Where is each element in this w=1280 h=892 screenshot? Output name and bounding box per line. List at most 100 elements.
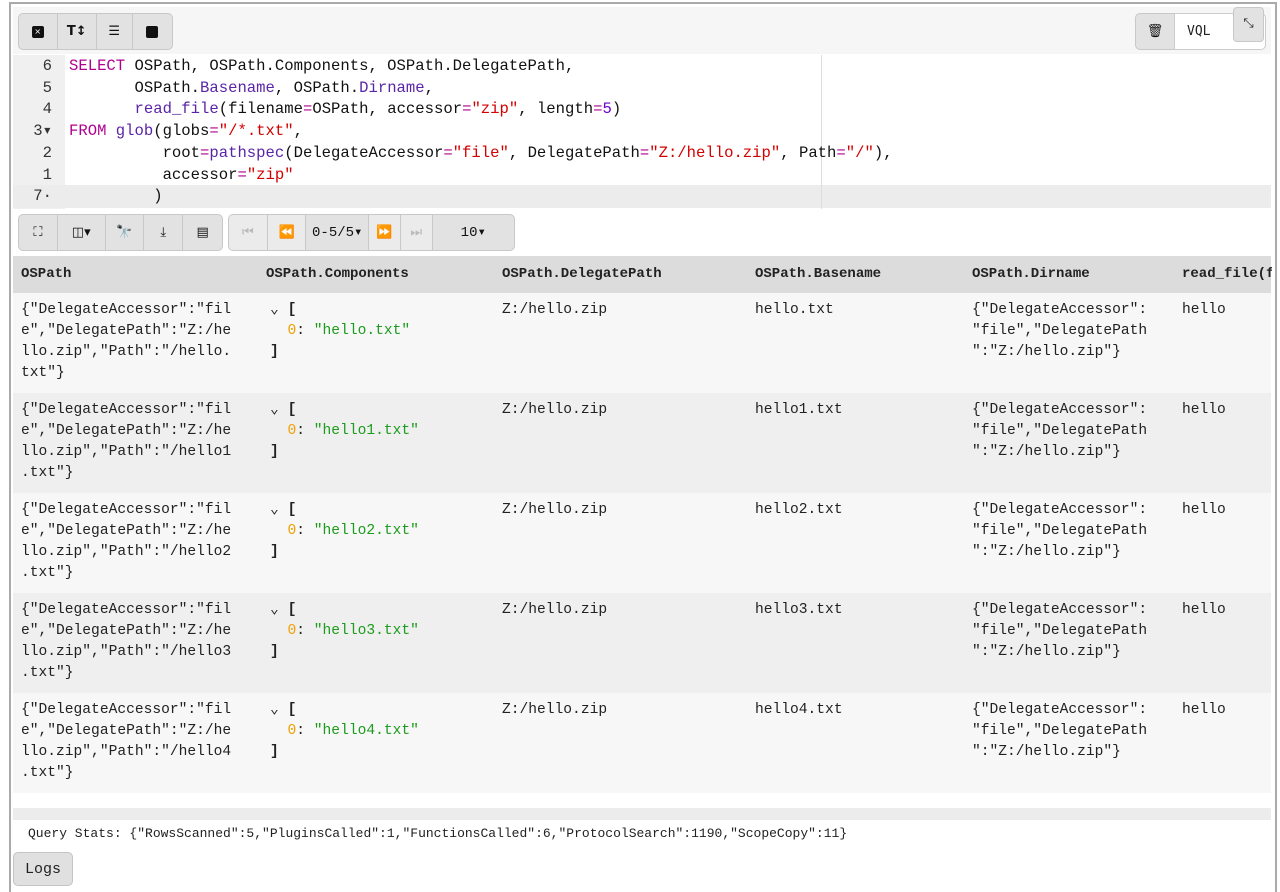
cell-components: ⌄ [ 0: "hello3.txt" ] — [270, 602, 419, 660]
cell-components: ⌄ [ 0: "hello1.txt" ] — [270, 402, 419, 460]
cell-dirname: {"DelegateAccessor": "file","DelegatePat… — [972, 602, 1148, 660]
next-page-button[interactable]: ⏩ — [369, 215, 401, 250]
line-number: 7· — [33, 187, 52, 206]
page-range: 0-5/5 — [312, 224, 355, 241]
collapse-button[interactable]: ⤡ — [1233, 7, 1264, 42]
columns-button[interactable]: ◫▾ — [58, 215, 106, 250]
csv-file-icon: ▤ — [196, 225, 209, 240]
code-line: OSPath.Basename, OSPath.Dirname, — [69, 78, 435, 97]
fullscreen-button[interactable]: ⛶ — [19, 215, 58, 250]
indent-button[interactable]: ☰ — [97, 14, 133, 49]
component-value: "hello3.txt" — [313, 623, 419, 639]
text-size-icon: T↕ — [66, 24, 87, 39]
cell-basename: hello3.txt — [755, 602, 843, 618]
column-header[interactable]: OSPath.Components — [266, 266, 409, 282]
component-value: "hello1.txt" — [313, 423, 419, 439]
collapse-chevron-icon[interactable]: ⌄ — [270, 502, 279, 518]
cell-components: ⌄ [ 0: "hello2.txt" ] — [270, 502, 419, 560]
print-margin — [821, 55, 822, 209]
cell-ospath: {"DelegateAccessor":"fil e","DelegatePat… — [21, 702, 232, 781]
column-header[interactable]: OSPath.Basename — [755, 266, 882, 282]
cell-read: hello — [1182, 602, 1226, 618]
trash-icon: 🗑 — [1146, 24, 1164, 39]
cell-delegate: Z:/hello.zip — [502, 602, 608, 618]
columns-icon: ◫▾ — [71, 225, 91, 240]
close-editor-button[interactable]: × — [19, 14, 58, 49]
component-value: "hello.txt" — [313, 323, 411, 339]
code-line: accessor="zip" — [69, 165, 294, 184]
page-range-select[interactable]: 0-5/5 ▾ — [306, 215, 370, 250]
search-button[interactable]: 🔭 — [106, 215, 145, 250]
table-row: {"DelegateAccessor":"fil e","DelegatePat… — [13, 693, 1271, 793]
next-page-icon: ⏩ — [376, 225, 393, 240]
table-row: {"DelegateAccessor":"fil e","DelegatePat… — [13, 293, 1271, 393]
cell-basename: hello1.txt — [755, 402, 843, 418]
save-icon — [146, 25, 159, 38]
last-page-button[interactable]: ⏭ — [400, 215, 433, 250]
code-line: FROM glob(globs="/*.txt", — [69, 122, 303, 141]
page-size-select[interactable]: 10 ▾ — [460, 224, 486, 242]
compress-icon: ⤡ — [1243, 16, 1254, 31]
cell-basename: hello2.txt — [755, 502, 843, 518]
prev-page-button[interactable]: ⏪ — [267, 215, 307, 250]
code-line: read_file(filename=OSPath, accessor="zip… — [134, 100, 622, 119]
line-number: 4 — [42, 100, 52, 119]
download-button[interactable]: ⤓ — [144, 215, 184, 250]
cell-dirname: {"DelegateAccessor": "file","DelegatePat… — [972, 402, 1148, 460]
component-value: "hello4.txt" — [313, 723, 419, 739]
cell-dirname: {"DelegateAccessor": "file","DelegatePat… — [972, 502, 1148, 560]
cell-ospath: {"DelegateAccessor":"fil e","DelegatePat… — [21, 402, 232, 481]
line-number: 5 — [42, 78, 52, 97]
save-button[interactable] — [133, 14, 172, 49]
last-page-icon: ⏭ — [410, 225, 423, 240]
indent-icon: ☰ — [108, 24, 121, 39]
first-page-icon: ⏮ — [242, 225, 254, 240]
query-stats: Query Stats: {"RowsScanned":5,"PluginsCa… — [28, 826, 848, 841]
expand-icon: ⛶ — [33, 225, 43, 240]
logs-button[interactable]: Logs — [13, 852, 73, 886]
code-line: root=pathspec(DelegateAccessor="file", D… — [69, 143, 893, 162]
table-row: {"DelegateAccessor":"fil e","DelegatePat… — [13, 493, 1271, 593]
code-line: SELECT OSPath, OSPath.Components, OSPath… — [69, 57, 575, 75]
csv-export-button[interactable]: ▤ — [183, 215, 222, 250]
line-number: 2 — [42, 143, 52, 162]
cell-components: ⌄ [ 0: "hello.txt" ] — [270, 302, 411, 360]
column-header[interactable]: read_file(filename=OSPath, accessor="zip… — [1182, 266, 1272, 282]
cell-delegate: Z:/hello.zip — [502, 702, 608, 718]
editor-toolbar: × T↕ ☰ 🗑 VQL ⤡ — [13, 7, 1271, 54]
table-header: OSPath OSPath.Components OSPath.DelegatePa… — [13, 256, 1272, 293]
column-header[interactable]: OSPath.DelegatePath — [502, 266, 662, 282]
line-gutter — [13, 55, 65, 209]
cell-dirname: {"DelegateAccessor": "file","DelegatePat… — [972, 702, 1148, 760]
collapse-chevron-icon[interactable]: ⌄ — [270, 402, 279, 418]
binoculars-icon: 🔭 — [116, 225, 133, 240]
page-size: 10 — [460, 224, 478, 241]
cell-ospath: {"DelegateAccessor":"fil e","DelegatePat… — [21, 302, 232, 381]
column-header[interactable]: OSPath.Dirname — [972, 266, 1090, 282]
cell-delegate: Z:/hello.zip — [502, 302, 608, 318]
collapse-chevron-icon[interactable]: ⌄ — [270, 702, 279, 718]
cell-delegate: Z:/hello.zip — [502, 502, 608, 518]
text-size-button[interactable]: T↕ — [58, 14, 97, 49]
code-editor[interactable]: 6 SELECT OSPath, OSPath.Components, OSPat… — [13, 55, 1271, 209]
delete-button[interactable]: 🗑 — [1136, 14, 1174, 49]
cell-ospath: {"DelegateAccessor":"fil e","DelegatePat… — [21, 502, 232, 581]
cell-read: hello — [1182, 302, 1226, 318]
first-page-button[interactable]: ⏮ — [229, 215, 268, 250]
language-label: VQL — [1187, 24, 1211, 39]
table-row: {"DelegateAccessor":"fil e","DelegatePat… — [13, 593, 1271, 693]
component-value: "hello2.txt" — [313, 523, 419, 539]
active-line — [13, 185, 1271, 208]
horizontal-scrollbar[interactable] — [13, 808, 1271, 820]
line-number: 1 — [42, 165, 52, 184]
cell-dirname: {"DelegateAccessor": "file","DelegatePat… — [972, 302, 1148, 360]
collapse-chevron-icon[interactable]: ⌄ — [270, 602, 279, 618]
cell-basename: hello4.txt — [755, 702, 843, 718]
cell-read: hello — [1182, 402, 1226, 418]
cell-ospath: {"DelegateAccessor":"fil e","DelegatePat… — [21, 602, 232, 681]
collapse-chevron-icon[interactable]: ⌄ — [270, 302, 279, 318]
cell-read: hello — [1182, 702, 1226, 718]
prev-page-icon: ⏪ — [278, 225, 295, 240]
cell-delegate: Z:/hello.zip — [502, 402, 608, 418]
column-header[interactable]: OSPath — [21, 266, 72, 282]
